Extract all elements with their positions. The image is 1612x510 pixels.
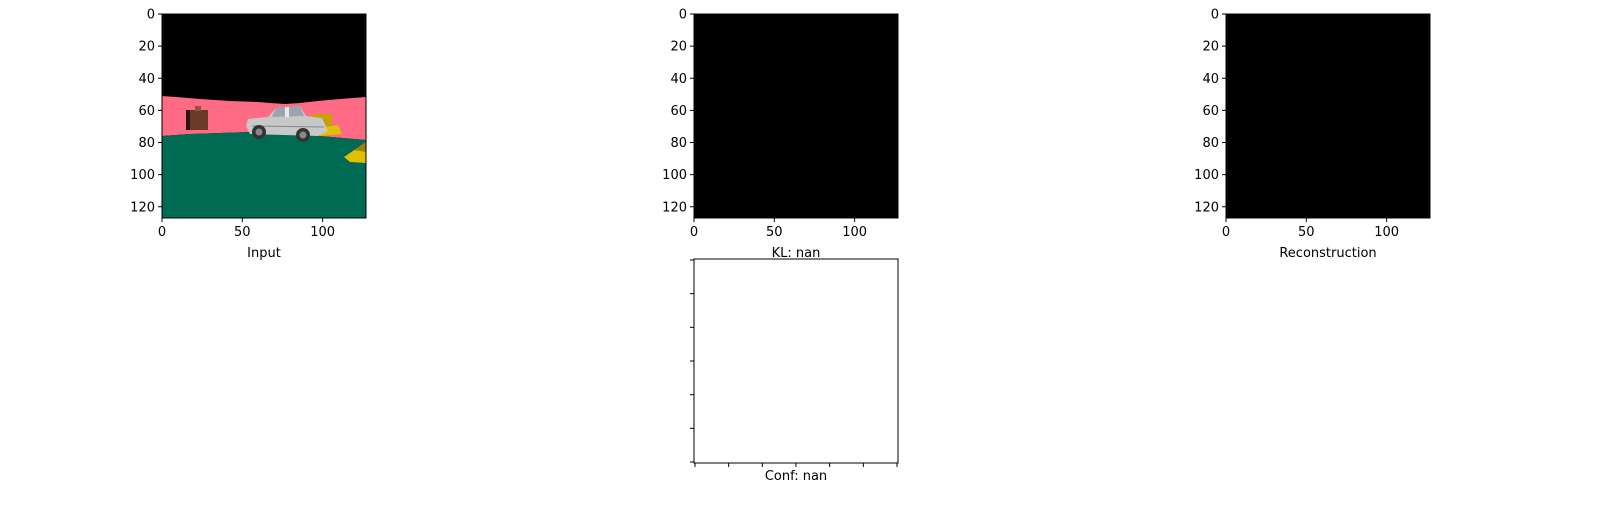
reconstruction-frame — [1225, 13, 1431, 219]
input-panel — [162, 14, 366, 218]
reconstruction-ytick-label: 120 — [1194, 200, 1219, 215]
kl-ytick-label: 0 — [679, 8, 687, 23]
input-car — [246, 106, 328, 142]
reconstruction-axes: 0 50 100 0 20 40 60 80 100 120 Reconstruction — [1194, 8, 1431, 261]
input-xlabel: Input — [247, 246, 281, 261]
reconstruction-ytick-label: 80 — [1202, 136, 1219, 151]
kl-frame — [693, 13, 899, 219]
input-axes: 0 50 100 0 20 40 60 80 100 120 Input — [130, 8, 367, 261]
input-ytick-label: 20 — [138, 40, 155, 55]
input-xtick-label: 50 — [234, 225, 251, 240]
input-ytick-label: 80 — [138, 136, 155, 151]
axes-layer: 0 50 100 0 20 40 60 80 100 120 Input 0 50 100 0 20 40 60 8… — [130, 8, 1431, 484]
conf-xlabel: Conf: nan — [765, 469, 827, 484]
kl-ytick-label: 40 — [670, 72, 687, 87]
input-image — [162, 14, 366, 218]
kl-ytick-label: 120 — [662, 200, 687, 215]
reconstruction-ytick-label: 60 — [1202, 104, 1219, 119]
reconstruction-panel — [1226, 14, 1430, 218]
reconstruction-ytick-label: 20 — [1202, 40, 1219, 55]
kl-image — [694, 14, 898, 218]
reconstruction-ytick-label: 40 — [1202, 72, 1219, 87]
kl-axes: 0 50 100 0 20 40 60 80 100 120 KL: nan — [662, 8, 899, 261]
reconstruction-ytick-label: 100 — [1194, 168, 1219, 183]
kl-ytick-label: 80 — [670, 136, 687, 151]
input-ytick-label: 60 — [138, 104, 155, 119]
kl-xtick-label: 50 — [766, 225, 783, 240]
reconstruction-xtick-label: 50 — [1298, 225, 1315, 240]
kl-ytick-label: 20 — [670, 40, 687, 55]
kl-xtick-label: 100 — [842, 225, 867, 240]
kl-xtick-label: 0 — [690, 225, 698, 240]
kl-panel — [694, 14, 898, 218]
reconstruction-xtick-label: 100 — [1374, 225, 1399, 240]
input-ytick-label: 120 — [130, 200, 155, 215]
input-frame — [161, 13, 367, 219]
reconstruction-xlabel: Reconstruction — [1279, 246, 1376, 261]
input-xtick-label: 100 — [310, 225, 335, 240]
input-xtick-label: 0 — [158, 225, 166, 240]
input-ground — [162, 132, 366, 218]
input-ytick-label: 100 — [130, 168, 155, 183]
kl-xlabel: KL: nan — [772, 246, 821, 261]
kl-ytick-label: 60 — [670, 104, 687, 119]
reconstruction-image — [1226, 14, 1430, 218]
input-ytick-label: 40 — [138, 72, 155, 87]
input-yellow-ramp-shade — [354, 142, 366, 152]
conf-axes: Conf: nan — [690, 258, 899, 484]
conf-image — [694, 259, 898, 463]
kl-ytick-label: 100 — [662, 168, 687, 183]
reconstruction-xtick-label: 0 — [1222, 225, 1230, 240]
conf-panel — [694, 259, 898, 463]
reconstruction-ytick-label: 0 — [1211, 8, 1219, 23]
input-box-object — [186, 106, 208, 130]
input-ytick-label: 0 — [147, 8, 155, 23]
